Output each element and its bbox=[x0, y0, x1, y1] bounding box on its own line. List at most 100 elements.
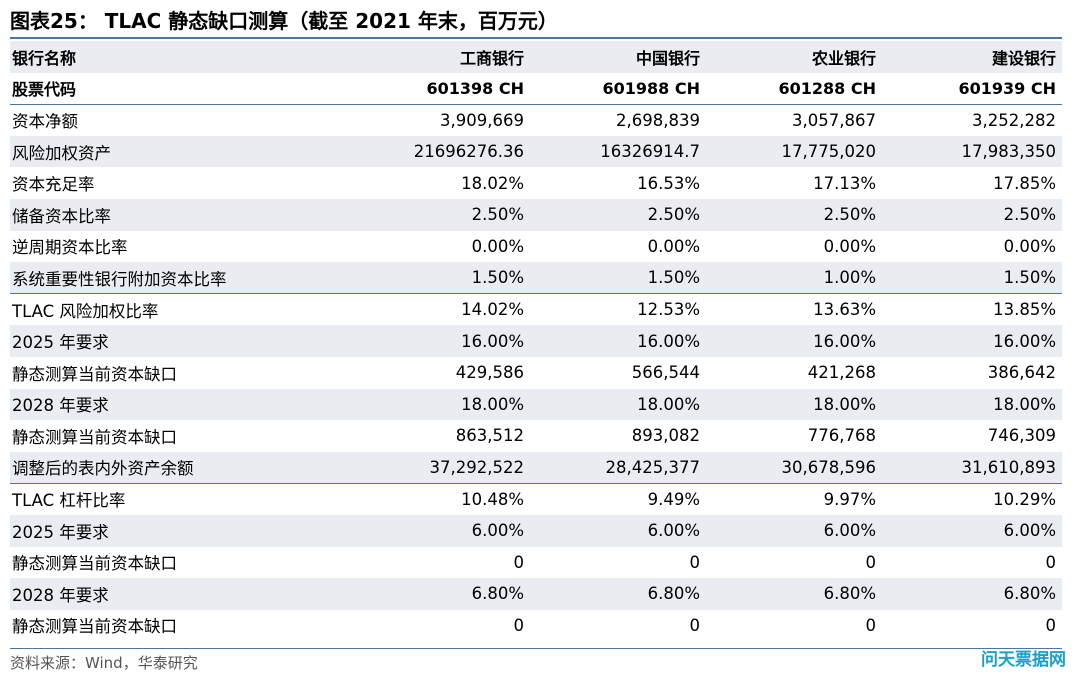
table-cell: 30,678,596 bbox=[706, 451, 882, 484]
header-cell: 中国银行 bbox=[530, 41, 706, 73]
table-cell: 776,768 bbox=[807, 426, 876, 446]
header-row-stock-codes: 股票代码 601398 CH 601988 CH 601288 CH 60193… bbox=[10, 73, 1062, 105]
table-cell: 2.50% bbox=[530, 198, 706, 231]
header-cell: 601398 CH bbox=[426, 78, 525, 98]
header-cell: 银行名称 bbox=[10, 41, 350, 73]
table-cell: 0 bbox=[689, 615, 701, 635]
table-cell: 0.00% bbox=[471, 236, 524, 256]
table-cell: 2.50% bbox=[882, 198, 1062, 231]
table-cell: 17,983,350 bbox=[882, 135, 1062, 168]
table-row: 2028 年要求 6.80% 6.80% 6.80% 6.80% bbox=[10, 578, 1062, 610]
table-cell: 0 bbox=[865, 615, 877, 635]
table-cell: 6.00% bbox=[882, 514, 1062, 547]
table-cell: 3,252,282 bbox=[882, 103, 1062, 136]
row-label: 储备资本比率 bbox=[10, 198, 350, 231]
header-cell: 股票代码 bbox=[12, 80, 77, 100]
table-row: TLAC 杠杆比率 10.48% 9.49% 9.97% 10.29% bbox=[10, 482, 1062, 515]
title-divider bbox=[10, 37, 1062, 39]
table-cell: 3,057,867 bbox=[706, 103, 882, 136]
header-cell: 601988 CH bbox=[602, 78, 701, 98]
table-cell: 9.97% bbox=[706, 482, 882, 515]
table-row: 静态测算当前资本缺口 429,586 566,544 421,268 386,6… bbox=[10, 357, 1062, 389]
table-cell: 0 bbox=[1045, 615, 1057, 635]
table-cell: 0 bbox=[513, 615, 525, 635]
table-cell: 0.00% bbox=[823, 236, 876, 256]
row-label: 风险加权资产 bbox=[10, 135, 350, 168]
header-cell: 建设银行 bbox=[882, 41, 1062, 73]
table-cell: 429,586 bbox=[455, 363, 524, 383]
table-cell: 9.49% bbox=[530, 482, 706, 515]
row-label: 2025 年要求 bbox=[10, 325, 350, 357]
table-cell: 16.53% bbox=[637, 173, 700, 193]
row-label: 静态测算当前资本缺口 bbox=[12, 427, 177, 447]
table-cell: 6.80% bbox=[530, 578, 706, 610]
table-row: 系统重要性银行附加资本比率 1.50% 1.50% 1.00% 1.50% bbox=[10, 262, 1062, 294]
table-row: 2025 年要求 16.00% 16.00% 16.00% 16.00% bbox=[10, 325, 1062, 357]
row-label: 2025 年要求 bbox=[10, 514, 350, 547]
row-label: 静态测算当前资本缺口 bbox=[12, 364, 177, 384]
table-cell: 37,292,522 bbox=[350, 451, 530, 484]
table-row: 静态测算当前资本缺口 863,512 893,082 776,768 746,3… bbox=[10, 420, 1062, 452]
header-cell: 601288 CH bbox=[778, 78, 877, 98]
row-label: 静态测算当前资本缺口 bbox=[12, 554, 177, 574]
table-row: 资本充足率 18.02% 16.53% 17.13% 17.85% bbox=[10, 167, 1062, 199]
table-cell: 1.50% bbox=[882, 262, 1062, 294]
table-cell: 386,642 bbox=[987, 363, 1056, 383]
table-cell: 421,268 bbox=[807, 363, 876, 383]
table-cell: 746,309 bbox=[987, 426, 1056, 446]
table-row: 调整后的表内外资产余额 37,292,522 28,425,377 30,678… bbox=[10, 451, 1062, 484]
tlac-gap-table: 银行名称 工商银行 中国银行 农业银行 建设银行 股票代码 601398 CH … bbox=[10, 41, 1062, 641]
table-row: 储备资本比率 2.50% 2.50% 2.50% 2.50% bbox=[10, 198, 1062, 231]
row-label: 系统重要性银行附加资本比率 bbox=[10, 262, 350, 294]
table-cell: 0.00% bbox=[647, 236, 700, 256]
table-cell: 566,544 bbox=[631, 363, 700, 383]
table-title: 图表25： TLAC 静态缺口测算（截至 2021 年末，百万元） bbox=[10, 9, 558, 33]
row-label: 静态测算当前资本缺口 bbox=[12, 617, 177, 637]
table-cell: 10.29% bbox=[882, 482, 1062, 515]
table-row: 2025 年要求 6.00% 6.00% 6.00% 6.00% bbox=[10, 514, 1062, 547]
header-cell: 农业银行 bbox=[706, 41, 882, 73]
table-cell: 13.63% bbox=[706, 293, 882, 326]
table-row: 风险加权资产 21696276.36 16326914.7 17,775,020… bbox=[10, 135, 1062, 168]
header-cell: 工商银行 bbox=[350, 41, 530, 73]
table-cell: 17.85% bbox=[993, 173, 1056, 193]
table-row: 静态测算当前资本缺口 0 0 0 0 bbox=[10, 610, 1062, 642]
table-cell: 6.80% bbox=[882, 578, 1062, 610]
table-cell: 18.00% bbox=[882, 388, 1062, 421]
table-cell: 6.00% bbox=[350, 514, 530, 547]
table-cell: 18.02% bbox=[461, 173, 524, 193]
table-cell: 16.00% bbox=[882, 325, 1062, 357]
row-label: 调整后的表内外资产余额 bbox=[10, 451, 350, 484]
table-cell: 6.80% bbox=[350, 578, 530, 610]
row-label: 2028 年要求 bbox=[10, 578, 350, 610]
table-cell: 1.50% bbox=[350, 262, 530, 294]
row-label: 资本净额 bbox=[10, 103, 350, 136]
table-cell: 18.00% bbox=[706, 388, 882, 421]
row-label: 资本充足率 bbox=[12, 175, 95, 195]
table-cell: 13.85% bbox=[882, 293, 1062, 326]
table-cell: 12.53% bbox=[530, 293, 706, 326]
table-cell: 0 bbox=[689, 552, 701, 572]
table-cell: 2.50% bbox=[706, 198, 882, 231]
table-cell: 1.00% bbox=[706, 262, 882, 294]
source-note: 资料来源：Wind，华泰研究 bbox=[10, 654, 198, 672]
row-label: TLAC 风险加权比率 bbox=[10, 293, 350, 326]
watermark-logo: 问天票据网 bbox=[981, 650, 1066, 670]
table-cell: 16326914.7 bbox=[530, 135, 706, 168]
table-cell: 16.00% bbox=[350, 325, 530, 357]
table-cell: 6.00% bbox=[530, 514, 706, 547]
table-cell: 28,425,377 bbox=[530, 451, 706, 484]
table-cell: 6.00% bbox=[706, 514, 882, 547]
table-cell: 10.48% bbox=[350, 482, 530, 515]
table-cell: 18.00% bbox=[350, 388, 530, 421]
table-cell: 863,512 bbox=[455, 426, 524, 446]
table-cell: 2,698,839 bbox=[530, 103, 706, 136]
table-cell: 1.50% bbox=[530, 262, 706, 294]
row-label: 2028 年要求 bbox=[10, 388, 350, 421]
table-cell: 16.00% bbox=[530, 325, 706, 357]
table-cell: 0 bbox=[513, 552, 525, 572]
table-cell: 0 bbox=[1045, 552, 1057, 572]
table-cell: 18.00% bbox=[530, 388, 706, 421]
table-row: TLAC 风险加权比率 14.02% 12.53% 13.63% 13.85% bbox=[10, 293, 1062, 326]
table-row: 资本净额 3,909,669 2,698,839 3,057,867 3,252… bbox=[10, 103, 1062, 136]
